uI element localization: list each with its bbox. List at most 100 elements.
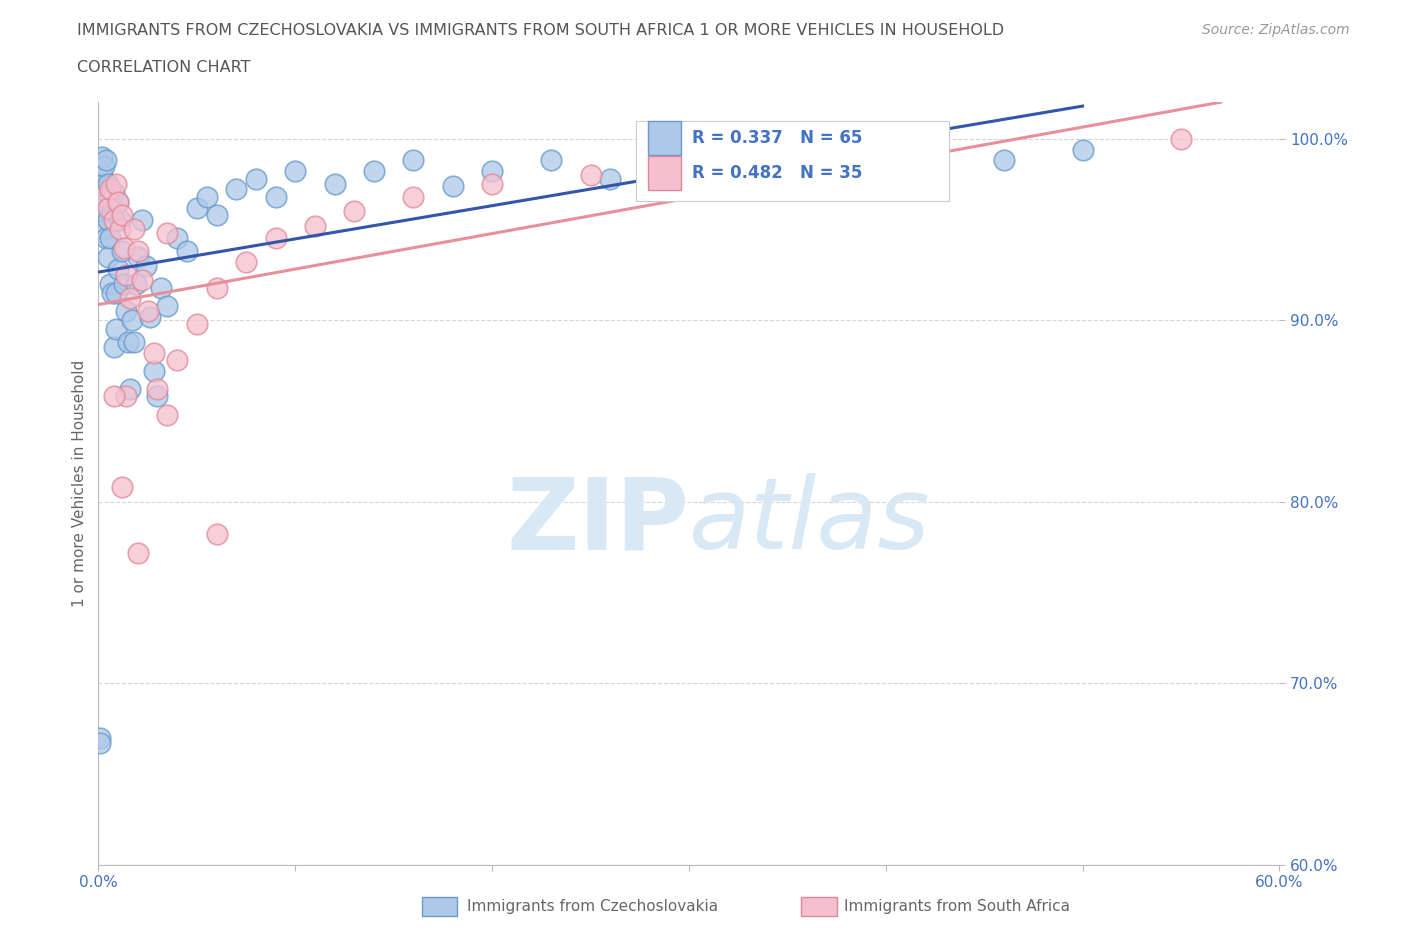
Y-axis label: 1 or more Vehicles in Household: 1 or more Vehicles in Household <box>72 360 87 607</box>
Point <box>323 177 346 192</box>
Point <box>540 153 562 167</box>
Point <box>111 480 134 495</box>
Point <box>150 280 173 295</box>
Point <box>97 213 120 228</box>
Point <box>245 171 267 186</box>
Point <box>186 200 208 215</box>
Point <box>108 213 131 228</box>
FancyBboxPatch shape <box>648 156 681 191</box>
Point <box>195 190 218 205</box>
Point <box>235 255 257 270</box>
Point <box>111 244 134 259</box>
Text: R = 0.482   N = 35: R = 0.482 N = 35 <box>693 165 863 182</box>
Point <box>107 194 129 209</box>
Point <box>205 207 228 222</box>
Point <box>127 249 149 264</box>
Point <box>402 190 425 205</box>
Point <box>131 213 153 228</box>
Point <box>1170 131 1192 146</box>
Point <box>127 244 149 259</box>
Text: atlas: atlas <box>689 473 931 570</box>
Point <box>105 322 128 337</box>
Point <box>146 381 169 396</box>
Point <box>115 267 138 282</box>
Point <box>118 381 141 396</box>
Point <box>101 286 124 300</box>
Point <box>98 276 121 291</box>
Point <box>481 164 503 179</box>
Point <box>97 249 120 264</box>
Point <box>103 340 125 355</box>
Point <box>264 231 287 246</box>
Point <box>98 182 121 197</box>
Point <box>93 186 115 201</box>
Point <box>138 309 160 324</box>
Point <box>115 389 138 404</box>
Point <box>993 153 1015 167</box>
Point <box>146 389 169 404</box>
FancyBboxPatch shape <box>636 122 949 202</box>
Point <box>122 335 145 350</box>
Point <box>103 186 125 201</box>
Point <box>135 259 157 273</box>
Point <box>98 190 121 205</box>
Point <box>112 276 135 291</box>
Text: ZIP: ZIP <box>506 473 689 570</box>
Point <box>93 190 115 205</box>
Point <box>756 150 779 165</box>
Text: Immigrants from South Africa: Immigrants from South Africa <box>844 899 1070 914</box>
Point <box>122 222 145 237</box>
Point <box>93 158 115 173</box>
Text: Source: ZipAtlas.com: Source: ZipAtlas.com <box>1202 23 1350 37</box>
Text: R = 0.337   N = 65: R = 0.337 N = 65 <box>693 129 863 147</box>
Point <box>89 736 111 751</box>
Point <box>1071 142 1094 157</box>
Point <box>205 280 228 295</box>
Point <box>481 177 503 192</box>
Point <box>166 352 188 367</box>
Point <box>96 194 118 209</box>
Point <box>156 226 179 241</box>
Point <box>107 262 129 277</box>
Point <box>98 231 121 246</box>
Point <box>96 153 118 167</box>
Point <box>91 204 114 219</box>
Point <box>96 231 118 246</box>
Point <box>107 194 129 209</box>
Point <box>108 222 131 237</box>
Point <box>186 316 208 331</box>
Point <box>127 545 149 560</box>
Point <box>142 364 165 379</box>
Point <box>105 177 128 192</box>
Point <box>125 276 148 291</box>
Point <box>156 299 179 313</box>
Point <box>914 164 936 179</box>
Point <box>225 182 247 197</box>
Point <box>103 389 125 404</box>
Point <box>121 312 143 327</box>
Point <box>156 407 179 422</box>
Point <box>101 204 124 219</box>
Point <box>117 335 139 350</box>
Point <box>579 167 602 182</box>
Point <box>599 171 621 186</box>
Point <box>131 272 153 287</box>
Point <box>441 179 464 193</box>
Point <box>284 164 307 179</box>
Point <box>343 204 366 219</box>
Point <box>835 156 858 171</box>
Point <box>105 286 128 300</box>
Point <box>97 200 120 215</box>
Point <box>93 177 115 192</box>
Point <box>304 219 326 233</box>
Point <box>97 177 120 192</box>
Point <box>103 213 125 228</box>
Point <box>402 153 425 167</box>
Point <box>166 231 188 246</box>
Point <box>111 207 134 222</box>
Point <box>93 222 115 237</box>
Point <box>176 244 198 259</box>
Text: CORRELATION CHART: CORRELATION CHART <box>77 60 250 75</box>
Point <box>142 345 165 360</box>
Point <box>264 190 287 205</box>
